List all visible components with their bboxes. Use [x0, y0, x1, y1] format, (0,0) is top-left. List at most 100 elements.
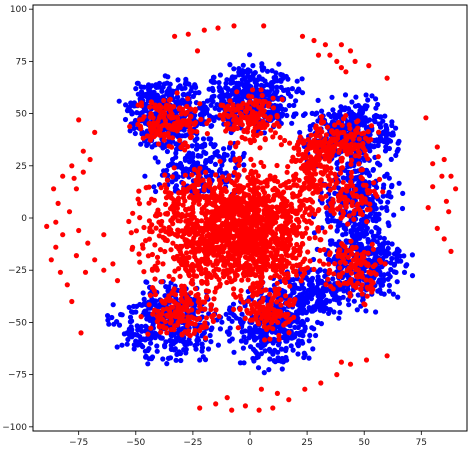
data-point	[324, 124, 331, 130]
data-point	[377, 162, 383, 168]
data-point	[275, 179, 281, 185]
data-point	[179, 106, 186, 112]
data-point	[331, 291, 337, 297]
data-point	[226, 145, 232, 151]
data-point	[309, 282, 315, 288]
data-point	[184, 244, 190, 250]
data-point	[222, 92, 228, 98]
data-point	[254, 263, 260, 269]
data-point	[308, 197, 314, 203]
data-point	[213, 227, 219, 233]
data-point	[184, 341, 190, 347]
data-point	[330, 276, 336, 282]
data-point	[200, 354, 206, 360]
data-point	[210, 262, 216, 268]
data-point	[141, 84, 147, 90]
data-point	[365, 129, 371, 135]
data-point	[336, 223, 342, 229]
data-point	[356, 161, 362, 167]
data-point	[226, 330, 232, 336]
data-point	[197, 259, 203, 265]
data-point	[287, 283, 293, 289]
data-point	[203, 216, 209, 222]
data-point	[260, 98, 266, 104]
data-point	[234, 125, 240, 131]
data-point	[379, 250, 386, 256]
data-point	[376, 277, 383, 283]
data-point	[383, 125, 390, 131]
data-point	[294, 89, 300, 95]
data-point	[384, 193, 391, 199]
data-point	[296, 338, 302, 344]
data-point	[339, 158, 345, 164]
data-point	[194, 129, 200, 135]
data-point	[201, 164, 207, 170]
data-point	[200, 136, 207, 142]
data-point	[293, 309, 300, 315]
data-point	[114, 344, 120, 350]
data-point	[174, 142, 180, 148]
data-point	[360, 140, 366, 147]
data-point	[359, 109, 366, 115]
data-point	[306, 338, 312, 344]
data-point	[321, 247, 327, 253]
data-point	[305, 249, 311, 255]
data-point	[297, 134, 303, 140]
data-point	[270, 351, 276, 357]
data-point	[371, 144, 377, 150]
data-point	[216, 177, 222, 183]
data-point	[217, 88, 223, 94]
data-point	[306, 355, 312, 361]
data-point	[174, 146, 180, 152]
data-point	[367, 180, 373, 186]
data-point	[375, 154, 381, 160]
data-point	[161, 137, 167, 143]
data-point	[214, 197, 220, 203]
data-point	[175, 174, 181, 180]
data-point	[149, 267, 155, 273]
data-point	[244, 80, 250, 86]
data-point	[148, 112, 154, 118]
data-point	[267, 356, 273, 362]
data-point	[282, 107, 288, 113]
data-point	[225, 213, 232, 219]
data-point	[221, 146, 227, 152]
data-point	[171, 104, 177, 110]
data-point	[193, 346, 199, 352]
data-point	[206, 231, 212, 238]
data-point	[267, 244, 273, 250]
data-point	[136, 251, 142, 257]
data-point	[283, 73, 289, 80]
data-point	[227, 201, 234, 207]
data-point	[231, 117, 237, 123]
data-point	[162, 117, 168, 123]
data-point	[192, 106, 198, 112]
data-point	[348, 161, 354, 167]
data-point	[315, 225, 321, 231]
data-point	[191, 166, 197, 173]
data-point	[177, 273, 183, 279]
data-point	[254, 223, 260, 229]
data-point	[171, 124, 177, 130]
data-point	[123, 102, 129, 108]
data-point	[281, 189, 287, 195]
data-point	[335, 295, 341, 301]
data-point	[383, 135, 389, 141]
data-point	[276, 123, 282, 129]
data-point	[256, 246, 262, 252]
data-point	[379, 205, 385, 211]
data-point	[236, 220, 242, 226]
data-point	[270, 134, 276, 140]
data-point	[176, 349, 182, 355]
data-point	[378, 290, 384, 296]
data-point	[319, 114, 325, 120]
data-point	[122, 116, 129, 123]
data-point	[105, 317, 111, 323]
data-point	[157, 108, 163, 114]
data-point	[351, 145, 357, 152]
data-point	[258, 87, 264, 93]
data-point	[289, 265, 295, 271]
data-point	[231, 256, 238, 262]
data-point	[370, 216, 376, 222]
data-point	[196, 193, 202, 199]
